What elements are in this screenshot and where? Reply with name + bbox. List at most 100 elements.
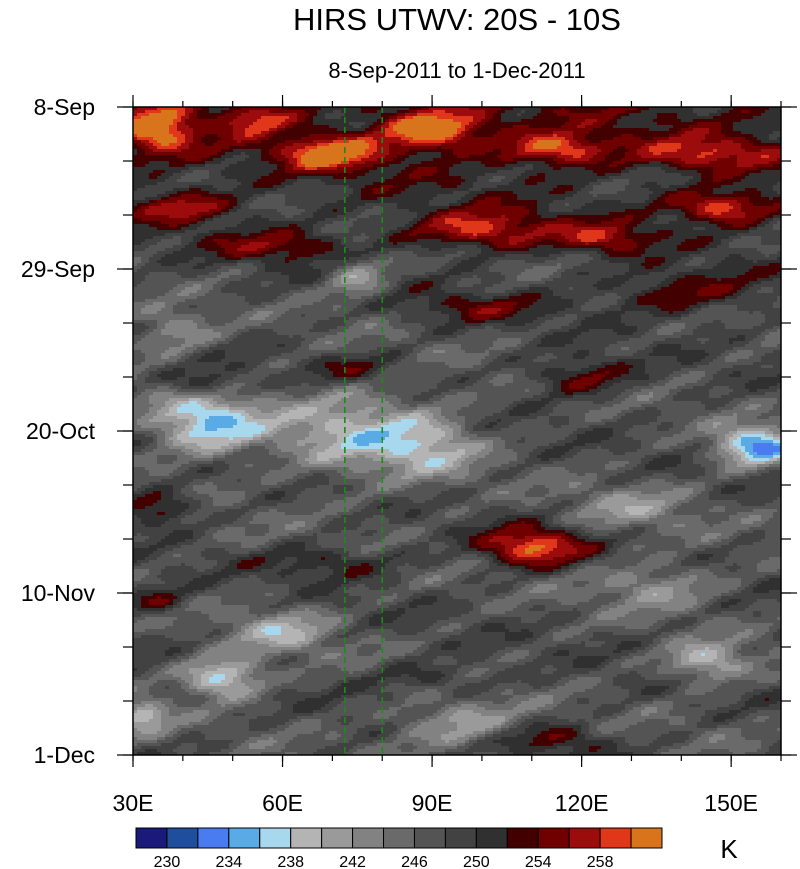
contour-cell — [633, 527, 646, 531]
contour-cell — [441, 551, 482, 555]
contour-cell — [413, 395, 434, 399]
contour-cell — [397, 290, 410, 294]
contour-cell — [221, 161, 238, 165]
contour-cell — [529, 488, 550, 492]
contour-cell — [153, 404, 166, 408]
contour-cell — [145, 380, 190, 384]
contour-cell — [545, 281, 598, 285]
contour-cell — [701, 446, 710, 450]
contour-cell — [393, 176, 410, 180]
contour-cell — [541, 521, 546, 525]
contour-cell — [733, 284, 746, 288]
contour-cell — [509, 590, 518, 594]
contour-cell — [577, 530, 586, 534]
contour-cell — [725, 461, 738, 465]
contour-cell — [253, 215, 262, 219]
contour-cell — [657, 551, 678, 555]
contour-cell — [473, 623, 486, 627]
contour-cell — [141, 533, 170, 537]
contour-cell — [149, 470, 174, 474]
contour-cell — [773, 434, 782, 438]
contour-cell — [525, 146, 534, 150]
contour-cell — [741, 599, 758, 603]
contour-cell — [257, 236, 294, 240]
contour-cell — [133, 239, 146, 243]
contour-cell — [685, 608, 698, 612]
contour-cell — [433, 284, 442, 288]
contour-cell — [509, 239, 526, 243]
contour-cell — [633, 353, 650, 357]
contour-cell — [713, 506, 726, 510]
contour-cell — [477, 179, 490, 183]
contour-cell — [541, 323, 570, 327]
contour-cell — [773, 500, 782, 504]
contour-cell — [409, 509, 422, 513]
contour-cell — [621, 317, 682, 321]
contour-cell — [241, 443, 250, 447]
contour-cell — [425, 326, 438, 330]
contour-cell — [361, 335, 386, 339]
contour-cell — [173, 494, 186, 498]
contour-cell — [417, 605, 474, 609]
contour-cell — [305, 476, 330, 480]
contour-cell — [189, 167, 226, 171]
contour-cell — [133, 407, 150, 411]
contour-cell — [225, 398, 254, 402]
contour-cell — [445, 467, 458, 471]
contour-cell — [713, 617, 738, 621]
contour-cell — [369, 356, 398, 360]
contour-cell — [761, 170, 782, 174]
contour-cell — [157, 455, 178, 459]
contour-cell — [177, 128, 194, 132]
contour-cell — [537, 206, 550, 210]
contour-cell — [269, 137, 302, 141]
contour-cell — [441, 146, 518, 150]
contour-cell — [521, 398, 542, 402]
contour-cell — [181, 602, 190, 606]
contour-cell — [261, 578, 326, 582]
contour-cell — [297, 176, 334, 180]
contour-cell — [253, 464, 286, 468]
contour-cell — [645, 266, 654, 270]
contour-cell — [461, 161, 482, 165]
contour-cell — [317, 521, 330, 525]
contour-cell — [497, 563, 510, 567]
contour-cell — [133, 371, 142, 375]
contour-cell — [445, 461, 454, 465]
contour-cell — [741, 236, 762, 240]
contour-cell — [309, 134, 366, 138]
contour-cell — [581, 122, 594, 126]
contour-cell — [533, 146, 558, 150]
contour-cell — [525, 134, 554, 138]
contour-cell — [161, 494, 174, 498]
contour-cell — [545, 383, 554, 387]
contour-cell — [265, 233, 294, 237]
contour-cell — [501, 479, 518, 483]
contour-cell — [325, 182, 374, 186]
contour-cell — [485, 356, 498, 360]
contour-cell — [617, 395, 630, 399]
contour-cell — [749, 404, 762, 408]
contour-cell — [529, 455, 538, 459]
contour-cell — [421, 332, 434, 336]
contour-cell — [573, 503, 582, 507]
contour-cell — [389, 533, 422, 537]
contour-cell — [285, 242, 334, 246]
contour-cell — [761, 323, 782, 327]
contour-cell — [693, 176, 702, 180]
contour-cell — [697, 155, 706, 159]
contour-cell — [453, 461, 462, 465]
contour-cell — [133, 302, 154, 306]
contour-cell — [185, 599, 194, 603]
contour-cell — [169, 473, 182, 477]
contour-cell — [405, 464, 414, 468]
contour-cell — [549, 578, 606, 582]
contour-cell — [493, 284, 530, 288]
contour-cell — [693, 119, 742, 123]
contour-cell — [213, 584, 222, 588]
contour-cell — [409, 176, 422, 180]
contour-cell — [325, 281, 334, 285]
contour-cell — [497, 110, 506, 114]
contour-cell — [685, 482, 706, 486]
contour-cell — [337, 164, 354, 168]
